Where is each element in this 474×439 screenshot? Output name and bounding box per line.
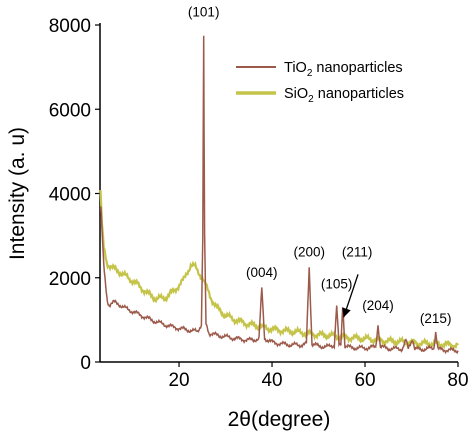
axes <box>99 23 458 363</box>
y-tick-label: 4000 <box>49 185 91 206</box>
series-line-tio2 <box>100 35 459 355</box>
y-tick-label: 0 <box>80 353 91 374</box>
y-ticks: 0 2000 4000 6000 8000 <box>49 16 100 374</box>
y-axis-title: Intensity (a. u) <box>6 127 29 260</box>
peak-label: (004) <box>246 265 278 280</box>
y-tick-label: 8000 <box>49 16 91 37</box>
legend-label: TiO2 nanoparticles <box>284 60 403 79</box>
legend-label: SiO2 nanoparticles <box>284 86 404 105</box>
peak-label: (211) <box>342 245 373 260</box>
legend: TiO2 nanoparticles SiO2 nanoparticles <box>236 60 404 105</box>
y-tick-label: 2000 <box>49 269 91 290</box>
series-line-sio2 <box>99 189 459 352</box>
peak-annotations: (101) (004) (200) (105) (211) (204) (215) <box>188 5 452 327</box>
x-ticks: 20 40 60 80 <box>168 362 469 391</box>
peak-label: (200) <box>293 245 325 260</box>
x-axis-title: 2θ(degree) <box>228 408 331 431</box>
x-tick-label: 80 <box>447 370 468 391</box>
x-tick-label: 40 <box>261 370 282 391</box>
peak-label: (101) <box>188 5 220 20</box>
peak-label: (204) <box>362 298 394 313</box>
annotation-arrow-head <box>342 307 351 318</box>
y-tick-label: 6000 <box>49 100 91 121</box>
x-tick-label: 60 <box>354 370 375 391</box>
peak-label: (215) <box>420 311 452 326</box>
series-layer <box>99 35 459 355</box>
x-tick-label: 20 <box>168 370 189 391</box>
peak-label: (105) <box>321 276 353 291</box>
